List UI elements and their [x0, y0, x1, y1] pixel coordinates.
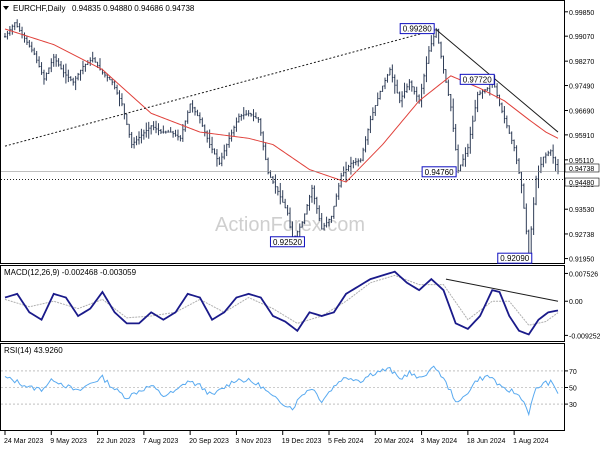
rsi-panel-frame [0, 343, 565, 431]
x-axis-tick-label: 18 Jun 2024 [467, 438, 506, 445]
price-annotation-box [459, 73, 495, 85]
x-axis-tick-label: 24 Mar 2023 [4, 438, 43, 445]
x-axis-tick-label: 22 Jun 2023 [97, 438, 136, 445]
y-axis-tick-label: 0.99070 [569, 34, 594, 41]
rsi-axis-tick-label: 50 [569, 386, 577, 393]
macd-signal-line [4, 274, 559, 326]
dropdown-triangle-icon [3, 6, 9, 10]
x-axis-tick-label: 3 May 2024 [421, 438, 458, 445]
macd-trendline [445, 278, 559, 302]
symbol-header: EURCHF,Daily 0.94835 0.94880 0.94686 0.9… [3, 4, 195, 13]
rsi-axis-tick-label: 30 [569, 402, 577, 409]
macd-line [4, 270, 559, 336]
price-annotation-label: 0.97720 [463, 75, 492, 84]
symbol-label: EURCHF,Daily [13, 4, 65, 13]
macd-axis-tick-label: -0.009252 [569, 333, 600, 340]
price-annotation-label: 0.92520 [273, 238, 302, 247]
price-tag-label: 0.94738 [569, 166, 594, 173]
y-axis-tick-label: 0.93530 [569, 207, 594, 214]
ohlc-values: 0.94835 0.94880 0.94686 0.94738 [72, 4, 195, 13]
rsi-axis-tick-label: 70 [569, 369, 577, 376]
macd-axis-tick-label: 0.007526 [569, 271, 598, 278]
axis-layer: 0.99850 0.99070 0.98270 0.97490 0.96690 0.959… [4, 10, 600, 445]
price-annotation-box [399, 23, 435, 35]
y-axis-tick-label: 0.92738 [569, 232, 594, 239]
y-axis-tick-label: 0.91950 [569, 257, 594, 264]
x-axis-tick-label: 19 Dec 2023 [282, 438, 322, 445]
macd-label: MACD(12,26,9) -0.002468 -0.003059 [4, 268, 137, 277]
price-annotation-label: 0.92090 [500, 254, 529, 263]
trendline [4, 29, 437, 147]
x-axis-tick-label: 3 Nov 2023 [235, 438, 271, 445]
y-axis-tick-label: 0.95110 [569, 158, 594, 165]
rsi-line [4, 365, 559, 417]
macd-axis-tick-label: 0.00 [569, 299, 583, 306]
x-axis-tick-label: 20 Sep 2023 [189, 438, 229, 445]
price-annotation-label: 0.99280 [403, 25, 432, 34]
price-tag-label: 0.94480 [569, 180, 594, 187]
y-axis-tick-label: 0.96690 [569, 109, 594, 116]
price-tag [564, 177, 600, 187]
price-tag [564, 163, 600, 173]
x-axis-tick-label: 1 Aug 2024 [513, 438, 549, 445]
y-axis-tick-label: 0.97490 [569, 84, 594, 91]
main-price-layer: 0.99280 0.97720 0.94760 0.92520 0.92090 [1, 19, 564, 264]
rsi-label: RSI(14) 43.9260 [4, 346, 63, 355]
price-annotation-box [421, 166, 457, 178]
y-axis-tick-label: 0.95910 [569, 133, 594, 140]
rsi-layer [1, 365, 564, 417]
x-axis-tick-label: 20 Mar 2024 [374, 438, 413, 445]
price-annotation-box [497, 252, 533, 264]
x-axis-tick-label: 9 May 2023 [50, 438, 87, 445]
price-annotation-label: 0.94760 [425, 168, 454, 177]
x-axis-tick-label: 7 Aug 2023 [143, 438, 179, 445]
trendline [435, 29, 559, 133]
y-axis-tick-label: 0.99850 [569, 10, 594, 17]
price-annotation-box [269, 236, 305, 248]
x-axis-tick-label: 5 Feb 2024 [328, 438, 364, 445]
y-axis-tick-label: 0.98270 [569, 59, 594, 66]
macd-layer [4, 270, 559, 336]
